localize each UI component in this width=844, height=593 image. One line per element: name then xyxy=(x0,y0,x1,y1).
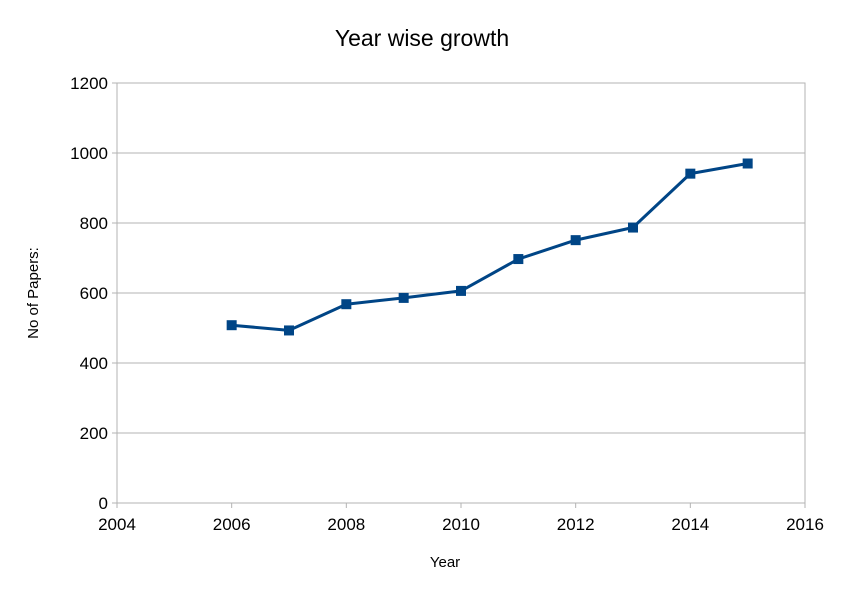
x-tick-label: 2014 xyxy=(671,515,709,534)
x-axis-title: Year xyxy=(430,554,460,571)
data-point-marker xyxy=(456,285,466,296)
data-point-marker xyxy=(742,158,753,169)
x-tick-label: 2008 xyxy=(327,515,365,534)
series-line xyxy=(230,162,750,332)
y-tick-label: 1200 xyxy=(70,74,108,93)
x-axis-tick-labels: 2004 2006 2008 2010 2012 2014 2016 xyxy=(98,515,824,534)
y-tick-label: 200 xyxy=(80,424,108,443)
y-tick-label: 0 xyxy=(99,494,108,513)
x-tick-label: 2012 xyxy=(557,515,595,534)
y-tick-label: 800 xyxy=(80,214,108,233)
series-layer xyxy=(226,158,753,336)
data-point-marker xyxy=(570,235,581,246)
y-tick-label: 600 xyxy=(80,284,108,303)
x-tick-label: 2006 xyxy=(213,515,251,534)
x-tick-label: 2016 xyxy=(786,515,824,534)
x-tick-label: 2010 xyxy=(442,515,480,534)
data-point-marker xyxy=(513,254,524,265)
data-point-marker xyxy=(226,320,237,331)
y-tick-label: 400 xyxy=(80,354,108,373)
data-point-marker xyxy=(628,222,638,233)
chart-title: Year wise growth xyxy=(335,25,509,51)
axis-ticks xyxy=(112,82,806,508)
y-axis-title: No of Papers: xyxy=(25,247,42,339)
y-tick-label: 1000 xyxy=(70,144,108,163)
data-point-marker xyxy=(284,325,294,336)
y-axis-tick-labels: 0 200 400 600 800 1000 1200 xyxy=(70,74,108,513)
data-point-marker xyxy=(685,168,696,179)
x-tick-label: 2004 xyxy=(98,515,136,534)
data-point-marker xyxy=(341,299,352,310)
data-point-marker xyxy=(398,292,409,303)
